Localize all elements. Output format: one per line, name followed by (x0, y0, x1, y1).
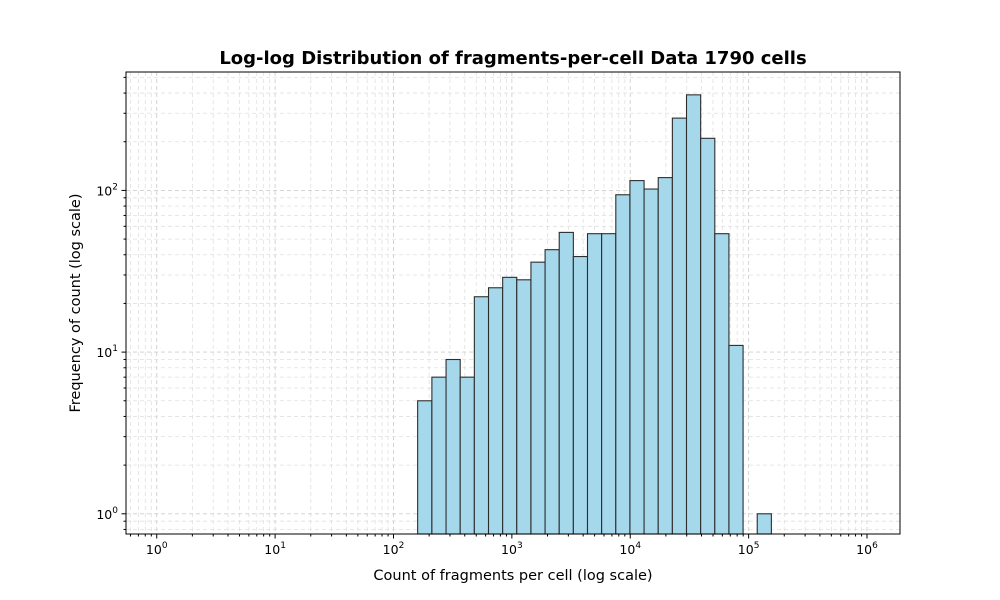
histogram-bar (601, 233, 617, 535)
histogram-bars (417, 94, 772, 535)
y-axis-label: Frequency of count (log scale) (68, 193, 84, 412)
histogram-bar (586, 233, 603, 535)
histogram-bar (530, 261, 546, 535)
histogram-bar (417, 400, 433, 535)
histogram-bar (685, 94, 702, 535)
histogram-bar (728, 344, 744, 535)
x-tick-label: 106 (856, 541, 878, 557)
x-tick-label: 104 (619, 541, 641, 557)
x-tick-label: 102 (383, 541, 405, 557)
histogram-bar (459, 376, 475, 535)
histogram-bar (615, 194, 631, 535)
x-tick-label: 105 (738, 541, 760, 557)
histogram-bar (487, 287, 504, 535)
y-tick-label: 101 (96, 344, 118, 360)
histogram-bar (544, 249, 560, 535)
histogram-bar (756, 513, 772, 535)
histogram-bar (643, 188, 659, 535)
histogram-bar (700, 137, 716, 535)
histogram-bar (431, 376, 447, 535)
histogram-bar (572, 255, 589, 535)
y-tick-label: 100 (96, 506, 118, 522)
x-axis-label: Count of fragments per cell (log scale) (373, 568, 652, 584)
histogram-bar (657, 177, 673, 535)
histogram-bar (629, 180, 645, 535)
histogram-bar (445, 358, 461, 535)
histogram-bar (502, 276, 518, 535)
chart-title: Log-log Distribution of fragments-per-ce… (219, 48, 806, 69)
x-tick-label: 103 (501, 541, 523, 557)
histogram-bar (671, 117, 688, 535)
y-tick-label: 102 (96, 182, 118, 198)
x-tick-label: 101 (264, 541, 286, 557)
histogram-bar (516, 279, 532, 535)
x-tick-label: 100 (146, 541, 168, 557)
axis-ticks: 100 101 102 103 104 105 106 100 101 102 (96, 76, 878, 557)
histogram-bar (558, 231, 574, 535)
histogram-bar (714, 233, 730, 535)
histogram-bar (473, 296, 490, 535)
